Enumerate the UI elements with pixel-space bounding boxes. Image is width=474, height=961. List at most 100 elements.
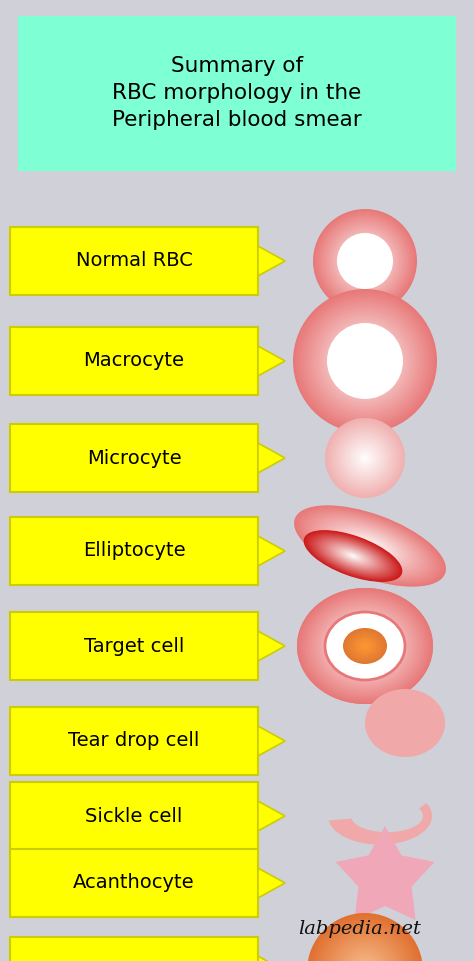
Ellipse shape xyxy=(343,628,387,664)
Ellipse shape xyxy=(355,637,375,654)
Text: Normal RBC: Normal RBC xyxy=(75,252,192,270)
Ellipse shape xyxy=(335,428,395,488)
Polygon shape xyxy=(258,956,285,961)
Ellipse shape xyxy=(356,352,374,371)
Ellipse shape xyxy=(356,639,374,653)
Ellipse shape xyxy=(300,590,430,702)
Ellipse shape xyxy=(356,539,383,554)
Ellipse shape xyxy=(358,451,372,465)
Ellipse shape xyxy=(357,639,373,653)
FancyBboxPatch shape xyxy=(10,227,258,295)
Ellipse shape xyxy=(318,605,412,686)
Ellipse shape xyxy=(333,229,397,293)
Ellipse shape xyxy=(357,639,373,653)
Polygon shape xyxy=(258,727,285,756)
Ellipse shape xyxy=(319,606,411,685)
FancyBboxPatch shape xyxy=(18,16,456,171)
Ellipse shape xyxy=(334,330,396,392)
Ellipse shape xyxy=(341,236,389,285)
Ellipse shape xyxy=(342,551,364,562)
Ellipse shape xyxy=(336,942,394,961)
FancyBboxPatch shape xyxy=(10,517,258,585)
Ellipse shape xyxy=(356,252,374,271)
Ellipse shape xyxy=(332,526,408,566)
Ellipse shape xyxy=(334,427,396,489)
Ellipse shape xyxy=(320,607,410,684)
Ellipse shape xyxy=(350,346,380,376)
Ellipse shape xyxy=(356,449,374,468)
Ellipse shape xyxy=(360,454,370,463)
Ellipse shape xyxy=(343,551,363,561)
Ellipse shape xyxy=(356,253,374,269)
Ellipse shape xyxy=(339,624,391,668)
Ellipse shape xyxy=(317,313,413,409)
Ellipse shape xyxy=(359,540,381,552)
Ellipse shape xyxy=(347,343,383,379)
Ellipse shape xyxy=(330,227,400,296)
Ellipse shape xyxy=(312,515,428,577)
Ellipse shape xyxy=(350,633,380,658)
Ellipse shape xyxy=(323,319,407,403)
Text: Acanthocyte: Acanthocyte xyxy=(73,874,195,893)
Ellipse shape xyxy=(342,338,388,383)
Ellipse shape xyxy=(332,618,398,674)
Ellipse shape xyxy=(349,534,391,557)
Ellipse shape xyxy=(340,335,390,386)
Ellipse shape xyxy=(299,507,441,584)
Ellipse shape xyxy=(352,348,378,374)
Ellipse shape xyxy=(362,259,368,264)
Ellipse shape xyxy=(356,638,374,654)
Ellipse shape xyxy=(309,305,421,417)
Ellipse shape xyxy=(350,956,380,961)
Ellipse shape xyxy=(335,546,372,566)
Ellipse shape xyxy=(322,218,408,305)
Ellipse shape xyxy=(351,247,379,275)
Ellipse shape xyxy=(301,297,428,425)
Text: Microcyte: Microcyte xyxy=(87,449,182,467)
Ellipse shape xyxy=(315,922,415,961)
Ellipse shape xyxy=(352,536,388,555)
Ellipse shape xyxy=(353,249,377,273)
Ellipse shape xyxy=(360,641,371,651)
Ellipse shape xyxy=(353,636,377,655)
Ellipse shape xyxy=(324,220,406,302)
Ellipse shape xyxy=(346,629,384,662)
Ellipse shape xyxy=(319,538,388,574)
Ellipse shape xyxy=(336,430,394,487)
Ellipse shape xyxy=(343,238,388,283)
Ellipse shape xyxy=(346,630,384,661)
Ellipse shape xyxy=(354,350,376,373)
Ellipse shape xyxy=(354,637,376,655)
Ellipse shape xyxy=(343,949,387,961)
Ellipse shape xyxy=(342,237,388,284)
Ellipse shape xyxy=(312,601,418,691)
Ellipse shape xyxy=(340,433,390,482)
Ellipse shape xyxy=(335,528,405,565)
Ellipse shape xyxy=(314,209,416,312)
Ellipse shape xyxy=(354,447,376,469)
Ellipse shape xyxy=(329,935,401,961)
Ellipse shape xyxy=(309,532,397,579)
Ellipse shape xyxy=(345,241,385,281)
Ellipse shape xyxy=(347,244,383,279)
Ellipse shape xyxy=(346,241,384,281)
Ellipse shape xyxy=(332,228,398,294)
Ellipse shape xyxy=(357,639,373,653)
Ellipse shape xyxy=(325,418,405,498)
Text: Elliptocyte: Elliptocyte xyxy=(82,541,185,560)
Ellipse shape xyxy=(313,309,417,412)
Ellipse shape xyxy=(360,357,370,366)
Ellipse shape xyxy=(349,345,381,377)
Ellipse shape xyxy=(363,259,368,263)
Ellipse shape xyxy=(346,533,394,559)
Ellipse shape xyxy=(358,354,372,368)
Ellipse shape xyxy=(347,440,383,476)
Ellipse shape xyxy=(335,941,395,961)
Ellipse shape xyxy=(334,230,396,292)
Ellipse shape xyxy=(343,628,387,665)
Ellipse shape xyxy=(318,924,412,961)
Ellipse shape xyxy=(315,210,415,311)
Ellipse shape xyxy=(350,246,380,276)
Ellipse shape xyxy=(362,644,368,649)
Ellipse shape xyxy=(345,629,385,662)
